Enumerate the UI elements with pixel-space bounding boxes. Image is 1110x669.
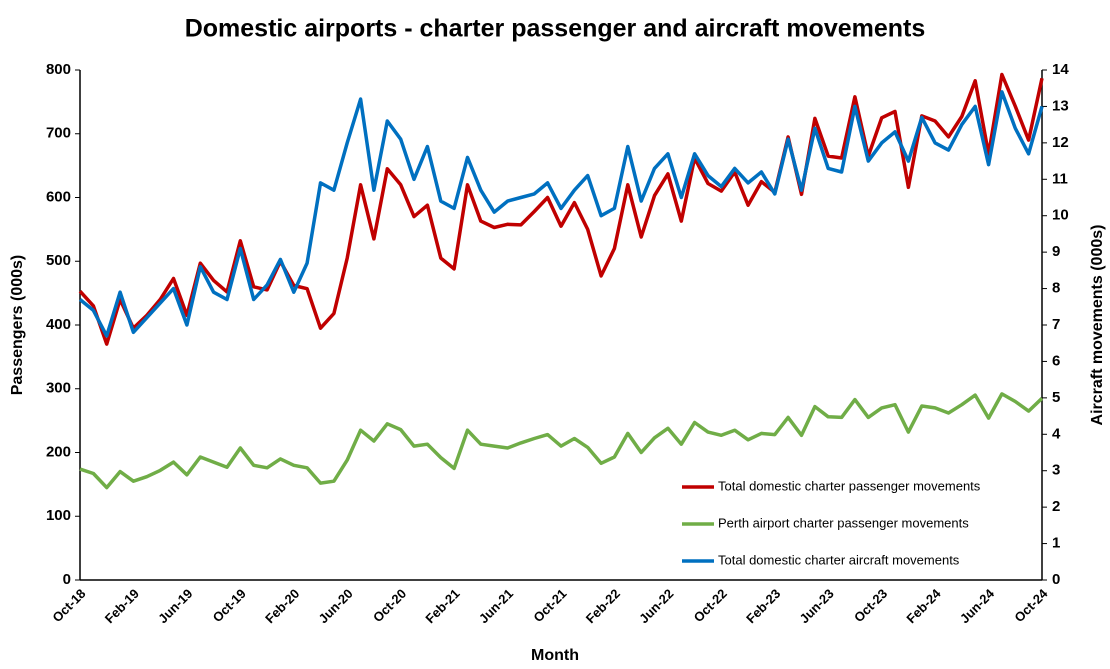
y-axis-label: Passengers (000s) <box>9 255 26 396</box>
y2-tick-label: 6 <box>1052 352 1060 369</box>
y2-tick-label: 8 <box>1052 280 1060 297</box>
x-tick-label: Jun-23 <box>797 586 837 626</box>
y-tick-label: 700 <box>46 125 71 142</box>
y-tick-label: 400 <box>46 316 71 333</box>
y2-tick-label: 2 <box>1052 498 1060 515</box>
x-tick-label: Jun-20 <box>316 586 356 626</box>
y2-tick-label: 4 <box>1052 425 1061 442</box>
y2-tick-label: 3 <box>1052 462 1060 479</box>
x-tick-label: Feb-23 <box>743 586 783 626</box>
y2-tick-label: 1 <box>1052 535 1060 552</box>
x-tick-label: Oct-21 <box>530 586 569 625</box>
y2-tick-label: 10 <box>1052 207 1069 224</box>
legend-label: Total domestic charter passenger movemen… <box>718 478 981 493</box>
y-tick-label: 800 <box>46 61 71 78</box>
x-tick-label: Jun-22 <box>636 586 676 626</box>
x-tick-label: Feb-24 <box>903 585 944 626</box>
y-tick-label: 500 <box>46 252 71 269</box>
y-tick-label: 600 <box>46 188 71 205</box>
x-tick-label: Feb-19 <box>102 586 142 626</box>
x-tick-label: Oct-23 <box>851 586 890 625</box>
x-axis-label: Month <box>531 647 579 664</box>
legend-label: Total domestic charter aircraft movement… <box>718 552 960 567</box>
y-tick-label: 300 <box>46 380 71 397</box>
x-tick-label: Oct-18 <box>49 586 88 625</box>
y2-tick-label: 5 <box>1052 389 1060 406</box>
x-tick-label: Jun-24 <box>957 585 998 626</box>
y2-tick-label: 7 <box>1052 316 1060 333</box>
x-tick-label: Feb-20 <box>262 586 302 626</box>
x-tick-label: Oct-24 <box>1011 585 1051 625</box>
y2-tick-label: 14 <box>1052 61 1069 78</box>
x-tick-label: Oct-22 <box>691 586 730 625</box>
series-line <box>78 72 1044 346</box>
y2-tick-label: 12 <box>1052 134 1069 151</box>
chart-title: Domestic airports - charter passenger an… <box>185 15 926 43</box>
y-tick-label: 100 <box>46 507 71 524</box>
x-tick-label: Jun-19 <box>155 586 195 626</box>
x-tick-label: Feb-22 <box>583 586 623 626</box>
y2-tick-label: 9 <box>1052 243 1060 260</box>
legend-label: Perth airport charter passenger movement… <box>718 515 969 530</box>
y-tick-label: 0 <box>63 571 71 588</box>
x-tick-label: Feb-21 <box>422 586 462 626</box>
y2-tick-label: 11 <box>1052 170 1068 187</box>
x-tick-label: Oct-19 <box>210 586 249 625</box>
series-line <box>79 392 1044 490</box>
y2-tick-label: 0 <box>1052 571 1060 588</box>
x-tick-label: Jun-21 <box>476 586 516 626</box>
x-tick-label: Oct-20 <box>370 586 409 625</box>
y2-tick-label: 13 <box>1052 97 1069 114</box>
series-line <box>78 90 1044 338</box>
y2-axis-label: Aircraft movements (000s) <box>1089 225 1106 426</box>
y-tick-label: 200 <box>46 443 71 460</box>
